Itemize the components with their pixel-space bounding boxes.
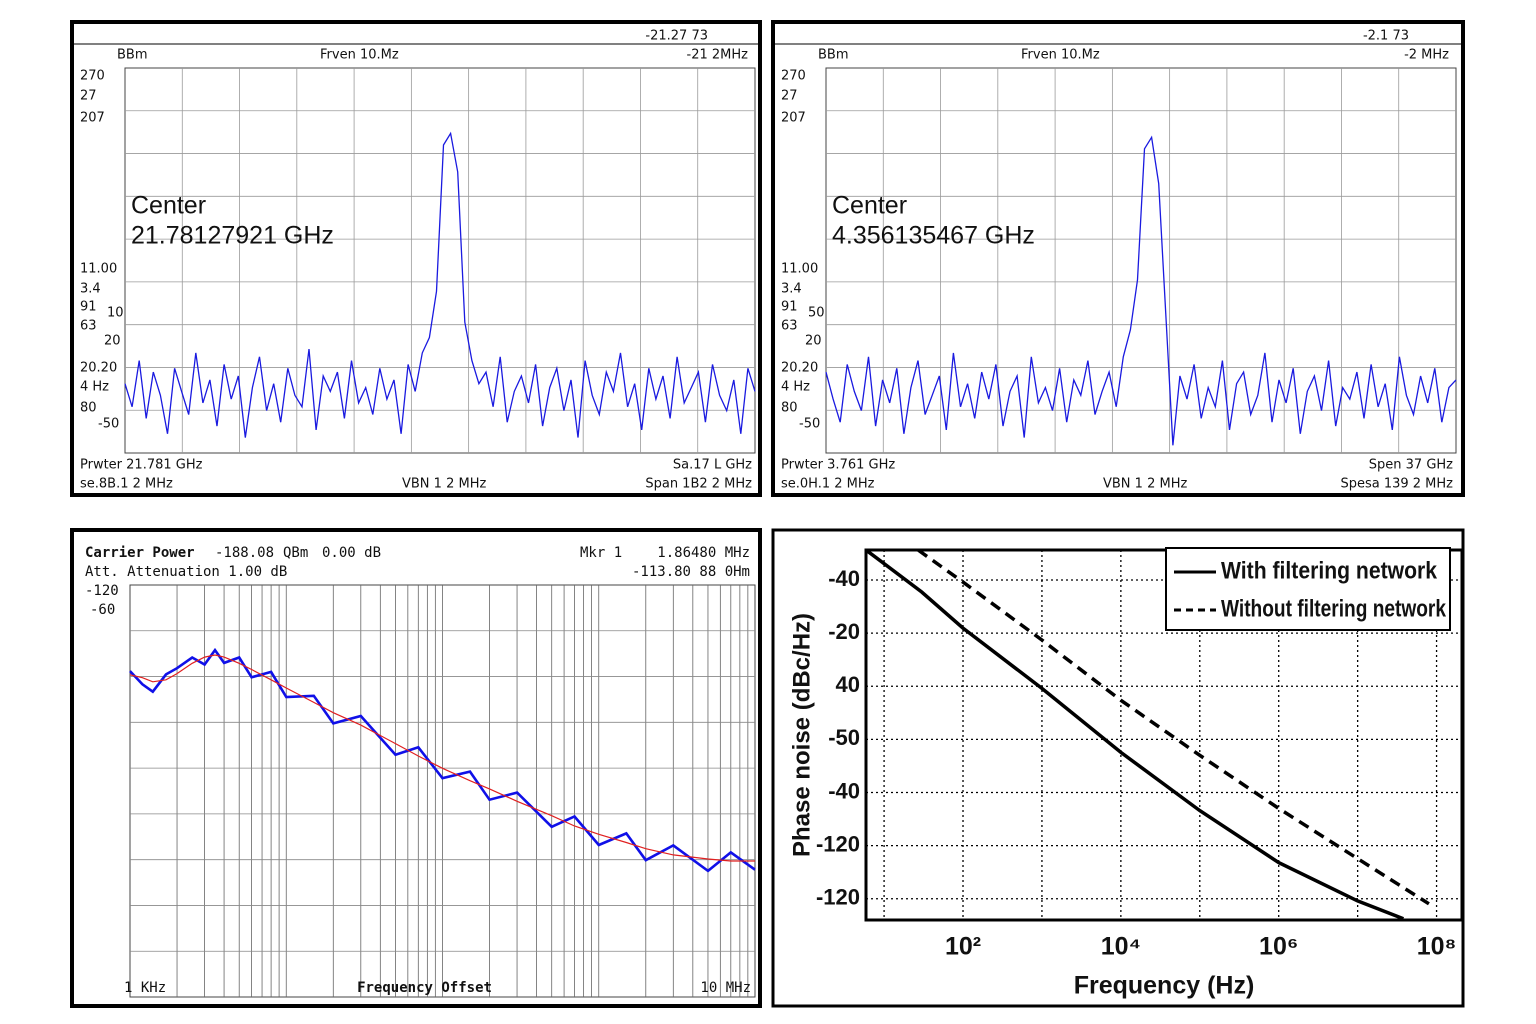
side-label: 10 (107, 306, 124, 321)
y-tick-label: -40 (828, 778, 860, 803)
side-label: 63 (781, 319, 798, 334)
legend-label: Without filtering network (1221, 595, 1447, 622)
y-tick-label: -20 (828, 619, 860, 644)
header-text: Frven 10.Mz (320, 48, 399, 63)
footer-text: Prwter 3.761 GHz (781, 458, 895, 473)
footer-text: se.8B.1 2 MHz (80, 477, 173, 492)
side-label: 20.20 (80, 361, 117, 376)
footer-text: Spesa 139 2 MHz (1340, 477, 1453, 492)
plot-frame (124, 67, 756, 454)
side-label: 270 (781, 69, 806, 84)
panel-border (771, 20, 1465, 497)
side-label: 20 (104, 334, 121, 349)
header-text: 0.00 dB (322, 545, 381, 561)
y-tick-label: -120 (816, 831, 860, 856)
spectrum-trace (825, 135, 1457, 446)
header-text: QBm (283, 545, 308, 561)
side-label: 80 (80, 401, 97, 416)
header-text: Carrier Power (85, 545, 195, 561)
panel-border (70, 528, 762, 1008)
spectrum-trace (124, 131, 756, 438)
y-tick-label: -50 (828, 725, 860, 750)
header-text: Mkr 1 (580, 545, 622, 561)
side-label: 11.00 (80, 262, 117, 277)
footer-text: Prwter 21.781 GHz (80, 458, 203, 473)
header-text: 1.86480 MHz (657, 545, 750, 561)
series-line (866, 550, 1405, 920)
annotation: 4.356135467 GHz (832, 222, 1035, 250)
side-label: 20 (805, 334, 822, 349)
trace-line (129, 654, 755, 862)
side-label: 4 Hz (781, 380, 810, 395)
header-text: -21 2MHz (687, 48, 749, 63)
footer-text: Sa.17 L GHz (673, 458, 752, 473)
side-label: 3.4 (781, 282, 802, 297)
side-label: 80 (781, 401, 798, 416)
x-tick-label: 10² (945, 933, 981, 961)
annotation: 21.78127921 GHz (131, 222, 334, 250)
x-tick-label: 10⁸ (1417, 933, 1457, 961)
footer-text: VBN 1 2 MHz (1103, 477, 1187, 492)
header-text: -2.1 73 (1363, 29, 1409, 44)
legend-box (1165, 547, 1451, 631)
annotation: Center (832, 192, 907, 220)
side-label: 20.20 (781, 361, 818, 376)
footer-text: VBN 1 2 MHz (402, 477, 486, 492)
plot-frame (864, 548, 1464, 922)
footer-text: Spen 37 GHz (1369, 458, 1453, 473)
side-label: 91 (781, 300, 798, 315)
side-label: 11.00 (781, 262, 818, 277)
x-tick-label: 10⁶ (1259, 933, 1298, 961)
legend-label: With filtering network (1221, 557, 1438, 584)
x-tick-label: 10 MHz (700, 980, 751, 996)
header-text: -2 MHz (1404, 48, 1449, 63)
header-text: -113.80 88 0Hm (632, 564, 750, 580)
header-text: BBm (117, 48, 148, 63)
side-label: 207 (781, 111, 806, 126)
header-text: -120 (85, 583, 119, 599)
side-label: 207 (80, 111, 105, 126)
header-text: Frven 10.Mz (1021, 48, 1100, 63)
annotation: Center (131, 192, 206, 220)
side-label: 27 (781, 89, 798, 104)
side-label: -50 (98, 417, 119, 432)
side-label: 270 (80, 69, 105, 84)
side-label: 27 (80, 89, 97, 104)
y-tick-label: -40 (828, 566, 860, 591)
x-axis-label: Frequency Offset (357, 980, 492, 996)
footer-text: Span 1B2 2 MHz (645, 477, 752, 492)
side-label: -50 (799, 417, 820, 432)
header-text: -21.27 73 (645, 29, 708, 44)
side-label: 50 (808, 306, 825, 321)
header-text: -60 (90, 602, 115, 618)
x-tick-label: 10⁴ (1101, 933, 1141, 961)
plot-frame (825, 67, 1457, 454)
trace-line (129, 647, 756, 873)
header-text: Att. Attenuation 1.00 dB (85, 564, 287, 580)
header-text: -188.08 (215, 545, 274, 561)
y-tick-label: 40 (836, 672, 860, 697)
x-tick-label: 1 KHz (124, 980, 166, 996)
footer-text: se.0H.1 2 MHz (781, 477, 875, 492)
side-label: 63 (80, 319, 97, 334)
side-label: 4 Hz (80, 380, 109, 395)
panel-border (70, 20, 762, 497)
y-tick-label: -120 (816, 885, 860, 910)
side-label: 91 (80, 300, 97, 315)
x-axis-label: Frequency (Hz) (1074, 972, 1255, 1000)
header-text: BBm (818, 48, 849, 63)
y-axis-label: Phase noise (dBc/Hz) (788, 613, 815, 857)
side-label: 3.4 (80, 282, 101, 297)
